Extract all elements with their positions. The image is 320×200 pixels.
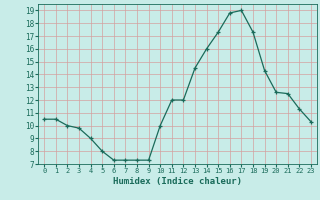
X-axis label: Humidex (Indice chaleur): Humidex (Indice chaleur) bbox=[113, 177, 242, 186]
